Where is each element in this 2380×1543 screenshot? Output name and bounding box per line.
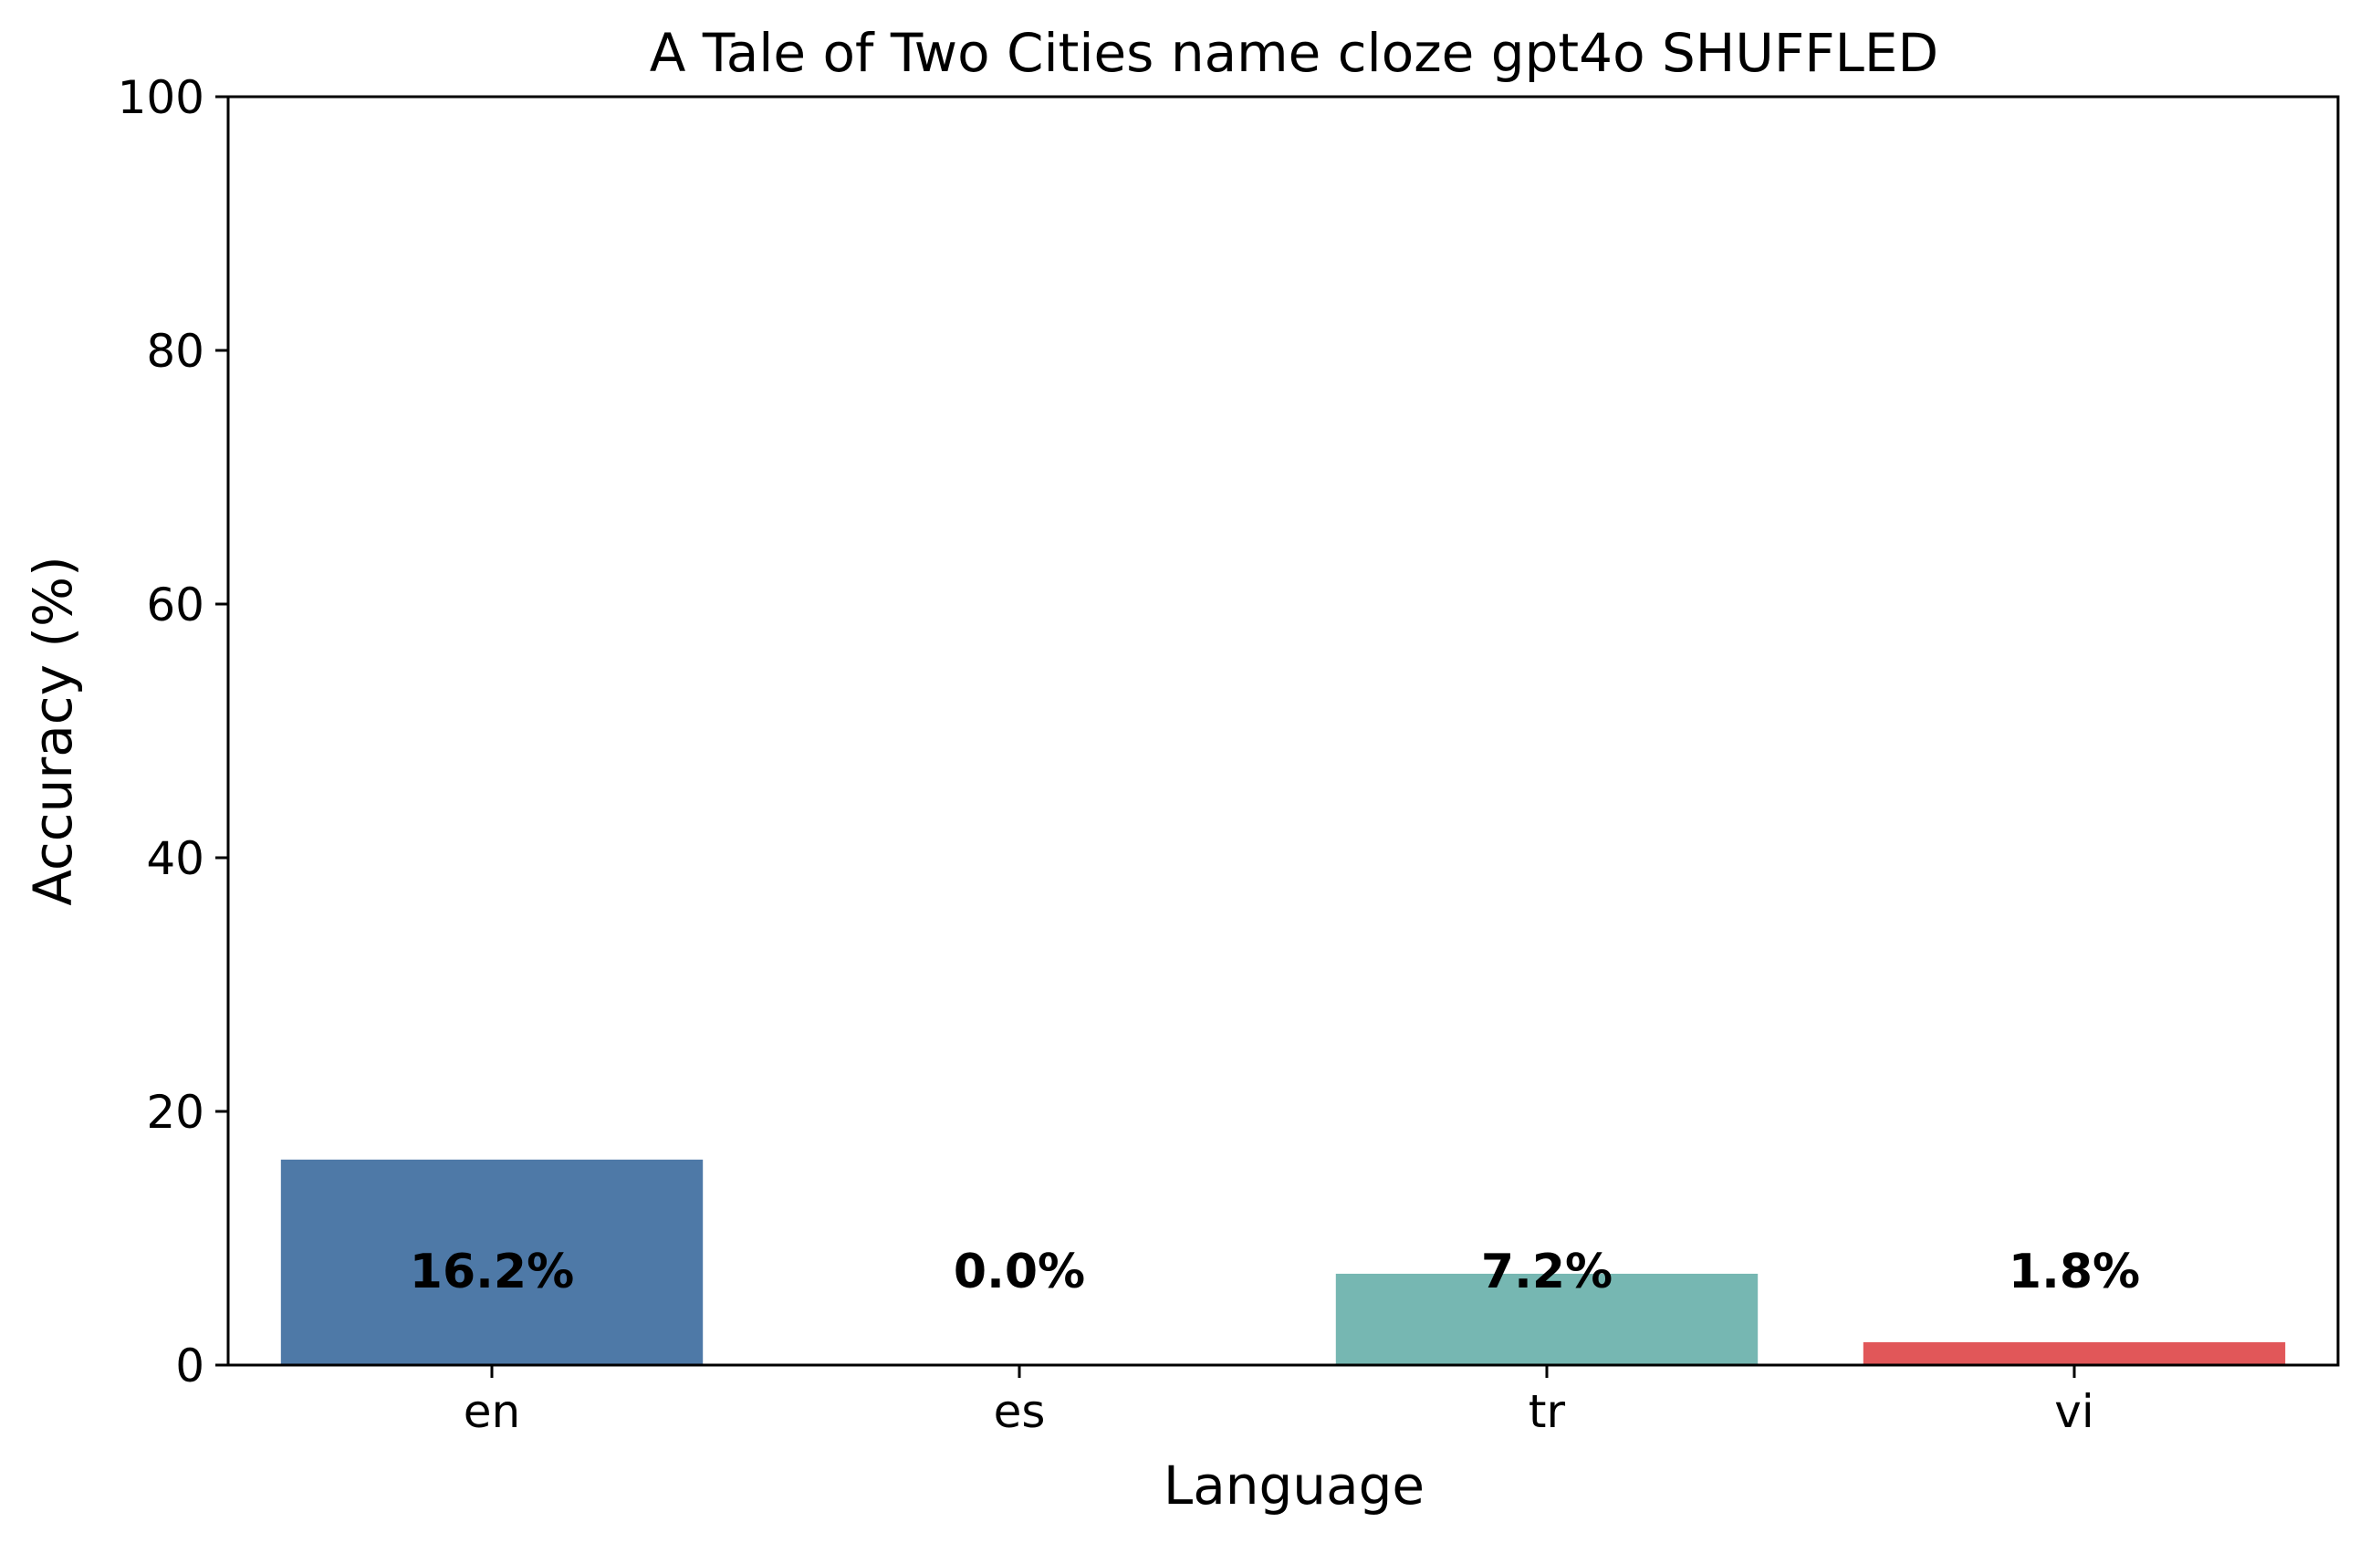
y-tick-label-40: 40 (146, 832, 204, 885)
y-tick-label-100: 100 (118, 71, 204, 124)
plot-frame (226, 95, 2340, 1367)
y-tick-label-60: 60 (146, 579, 204, 631)
data-labels-group: 16.2% 0.0% 7.2% 1.8% (410, 1245, 2140, 1299)
data-label-es: 0.0% (954, 1245, 1085, 1299)
x-tick-label-es: es (994, 1385, 1046, 1438)
bar-en (280, 1159, 704, 1365)
x-axis: en es tr vi (464, 1365, 2094, 1438)
data-label-en: 16.2% (410, 1245, 574, 1299)
x-tick-label-en: en (464, 1385, 520, 1438)
y-axis-label: Accuracy (%) (22, 556, 84, 906)
bar-tr (1335, 1273, 1759, 1365)
y-tick-label-20: 20 (146, 1086, 204, 1139)
data-label-vi: 1.8% (2009, 1245, 2140, 1299)
bar-vi (1863, 1341, 2286, 1365)
y-axis: 0 20 40 60 80 100 (118, 71, 228, 1392)
chart-title: A Tale of Two Cities name cloze gpt4o SH… (650, 22, 1938, 84)
x-axis-label: Language (1164, 1454, 1425, 1517)
x-tick-label-tr: tr (1529, 1385, 1566, 1438)
bars-group (280, 1159, 2286, 1365)
x-tick-label-vi: vi (2054, 1385, 2093, 1438)
y-tick-label-0: 0 (175, 1340, 204, 1392)
y-tick-label-80: 80 (146, 325, 204, 378)
data-label-tr: 7.2% (1481, 1245, 1613, 1299)
